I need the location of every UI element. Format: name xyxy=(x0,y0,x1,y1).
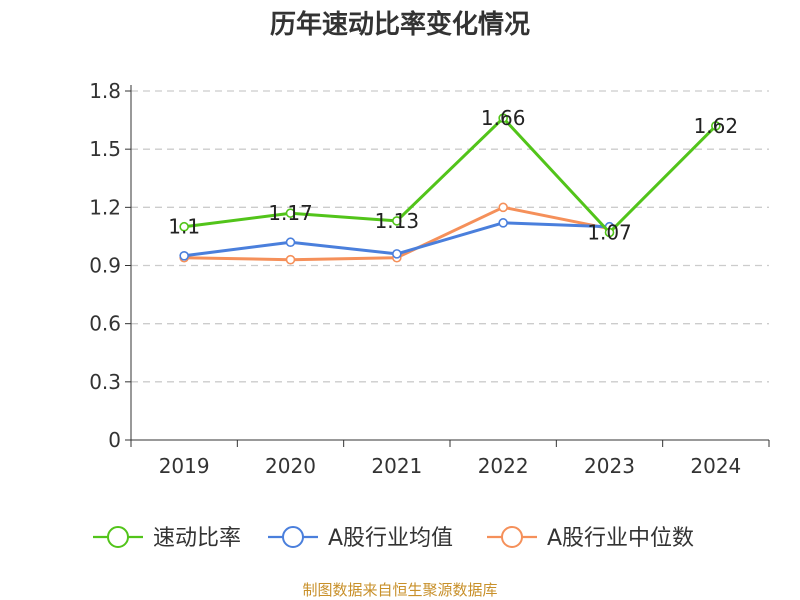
y-tick-label: 0 xyxy=(108,428,121,452)
legend: 速动比率 A股行业均值 A股行业中位数 xyxy=(93,526,694,551)
x-tick-label: 2024 xyxy=(690,454,741,478)
data-point xyxy=(392,216,402,226)
grid xyxy=(131,90,769,383)
data-point xyxy=(285,254,296,265)
legend-marker xyxy=(501,526,523,548)
legend-label: A股行业均值 xyxy=(328,526,453,551)
legend-label: A股行业中位数 xyxy=(547,526,694,551)
data-point xyxy=(179,251,189,261)
data-labels: 1.1 1.17 1.13 1.66 1.07 1.62 xyxy=(168,106,738,244)
source-note: 制图数据来自恒生聚源数据库 xyxy=(302,581,497,599)
chart-title: 历年速动比率变化情况 xyxy=(270,9,530,40)
data-label: 1.1 xyxy=(168,215,200,239)
data-label: 1.66 xyxy=(481,106,526,130)
y-tick-label: 1.5 xyxy=(89,137,121,161)
series-line xyxy=(184,116,717,234)
y-tick-label: 1.8 xyxy=(89,79,121,103)
data-label: 1.07 xyxy=(587,221,632,245)
data-label: 1.62 xyxy=(694,114,739,138)
legend-marker xyxy=(282,526,304,548)
x-tick-label: 2019 xyxy=(159,454,210,478)
data-point xyxy=(285,208,296,218)
legend-item-2: A股行业中位数 xyxy=(487,526,694,551)
data-point xyxy=(285,237,296,248)
y-tick-label: 0.9 xyxy=(89,254,121,278)
data-point xyxy=(179,221,189,232)
data-point xyxy=(604,227,615,238)
data-point xyxy=(498,113,508,123)
data-point xyxy=(498,202,508,213)
y-tick-label: 0.3 xyxy=(89,370,121,394)
series-lines xyxy=(179,113,721,265)
x-tick-label: 2021 xyxy=(371,454,422,478)
y-tick-label: 1.2 xyxy=(89,195,121,219)
legend-item-1: A股行业均值 xyxy=(268,526,453,551)
data-label: 1.17 xyxy=(268,201,313,225)
x-tick-label: 2023 xyxy=(584,454,635,478)
legend-marker xyxy=(107,526,129,548)
data-point xyxy=(711,121,721,131)
data-point xyxy=(498,218,508,228)
x-tick-label: 2022 xyxy=(478,454,529,478)
series-0 xyxy=(179,113,721,238)
data-label: 1.13 xyxy=(375,209,420,233)
y-tick-label: 0.6 xyxy=(89,312,121,336)
axes: 0 0.3 0.6 0.9 1.2 1.5 1.8 2019 2020 2021 2022 2023 2… xyxy=(89,79,770,478)
legend-item-0: 速动比率 xyxy=(93,526,241,551)
legend-label: 速动比率 xyxy=(153,526,241,551)
x-tick-label: 2020 xyxy=(265,454,316,478)
data-point xyxy=(392,249,402,259)
